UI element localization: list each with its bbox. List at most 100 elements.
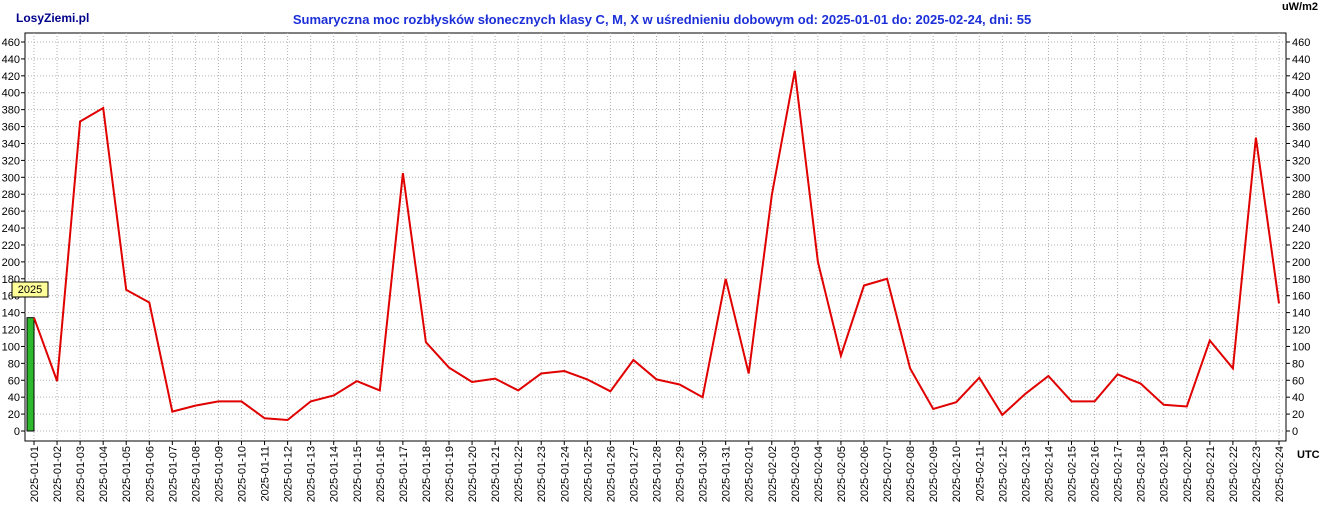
data-point[interactable] [769, 193, 774, 198]
x-tick-label: 2025-02-07 [882, 446, 894, 502]
data-point[interactable] [1023, 391, 1028, 396]
data-point[interactable] [470, 379, 475, 384]
x-tick-label: 2025-01-18 [421, 446, 433, 502]
data-point[interactable] [423, 340, 428, 345]
data-point[interactable] [170, 409, 175, 414]
data-point[interactable] [608, 389, 613, 394]
x-tick-label: 2025-01-29 [675, 446, 687, 502]
data-point[interactable] [815, 259, 820, 264]
x-tick-label: 2025-01-03 [75, 446, 87, 502]
data-point[interactable] [1161, 402, 1166, 407]
data-point[interactable] [239, 399, 244, 404]
x-tick-label: 2025-01-30 [698, 446, 710, 502]
data-point[interactable] [746, 371, 751, 376]
y-tick-label-left: 380 [2, 105, 20, 117]
data-point[interactable] [862, 283, 867, 288]
data-point[interactable] [1207, 338, 1212, 343]
y-tick-label-right: 80 [1292, 358, 1304, 370]
x-tick-label: 2025-02-23 [1251, 446, 1263, 502]
y-tick-label-left: 40 [8, 392, 20, 404]
data-point[interactable] [631, 357, 636, 362]
data-point[interactable] [677, 382, 682, 387]
data-point[interactable] [193, 403, 198, 408]
x-tick-label: 2025-01-11 [260, 446, 272, 501]
data-series-line [33, 70, 1280, 422]
data-point[interactable] [700, 395, 705, 400]
x-tick-label: 2025-02-24 [1274, 446, 1286, 502]
y-tick-label-right: 220 [1292, 240, 1310, 252]
y-tick-label-right: 180 [1292, 274, 1310, 286]
y-tick-label-right: 200 [1292, 257, 1310, 269]
y-tick-label-right: 0 [1292, 426, 1298, 438]
data-point[interactable] [1046, 374, 1051, 379]
brand-logo[interactable]: LosyZiemi.pl [16, 11, 90, 25]
x-tick-label: 2025-01-26 [605, 446, 617, 502]
data-point[interactable] [977, 375, 982, 380]
data-point[interactable] [147, 300, 152, 305]
y-tick-label-right: 120 [1292, 325, 1310, 337]
data-point[interactable] [262, 416, 267, 421]
y-tick-label-right: 260 [1292, 206, 1310, 218]
data-point[interactable] [539, 371, 544, 376]
x-tick-label: 2025-01-08 [190, 446, 202, 502]
data-point[interactable] [377, 388, 382, 393]
data-point[interactable] [447, 365, 452, 370]
y-tick-label-right: 240 [1292, 223, 1310, 235]
data-point[interactable] [931, 407, 936, 412]
x-tick-label: 2025-02-06 [859, 446, 871, 502]
data-point[interactable] [654, 377, 659, 382]
data-point[interactable] [101, 105, 106, 110]
data-point[interactable] [838, 353, 843, 358]
data-point[interactable] [32, 315, 37, 320]
x-tick-label: 2025-01-24 [559, 446, 571, 502]
data-point[interactable] [885, 276, 890, 281]
data-point[interactable] [1000, 412, 1005, 417]
data-point[interactable] [354, 379, 359, 384]
data-point[interactable] [562, 368, 567, 373]
data-point[interactable] [723, 276, 728, 281]
x-tick-label: 2025-02-04 [813, 446, 825, 502]
y-tick-label-left: 400 [2, 88, 20, 100]
data-point[interactable] [285, 418, 290, 423]
y-tick-label-left: 220 [2, 240, 20, 252]
year-badge [11, 281, 49, 298]
y-tick-label-left: 280 [2, 189, 20, 201]
data-point[interactable] [400, 171, 405, 176]
data-point[interactable] [792, 68, 797, 73]
x-tick-label: 2025-01-23 [536, 446, 548, 502]
data-point[interactable] [308, 399, 313, 404]
y-tick-label-right: 380 [1292, 105, 1310, 117]
data-point[interactable] [516, 388, 521, 393]
data-point[interactable] [1115, 372, 1120, 377]
data-point[interactable] [1092, 399, 1097, 404]
data-point[interactable] [1138, 381, 1143, 386]
y-tick-label-left: 60 [8, 375, 20, 387]
x-tick-label: 2025-01-31 [721, 446, 733, 502]
data-point[interactable] [124, 287, 129, 292]
data-point[interactable] [78, 119, 83, 124]
x-tick-label: 2025-01-09 [213, 446, 225, 502]
data-point[interactable] [1230, 366, 1235, 371]
data-point[interactable] [493, 376, 498, 381]
x-tick-label: 2025-02-17 [1113, 446, 1125, 502]
data-point[interactable] [1184, 404, 1189, 409]
y-tick-label-right: 420 [1292, 71, 1310, 83]
y-tick-label-left: 200 [2, 257, 20, 269]
data-point[interactable] [331, 393, 336, 398]
x-tick-label: 2025-02-13 [1020, 446, 1032, 502]
x-tick-label: 2025-01-21 [490, 446, 502, 502]
data-point[interactable] [216, 399, 221, 404]
data-point[interactable] [1277, 301, 1282, 306]
y-tick-label-right: 460 [1292, 37, 1310, 49]
y-tick-label-left: 440 [2, 54, 20, 66]
data-point[interactable] [1253, 135, 1258, 140]
y-tick-label-left: 360 [2, 122, 20, 134]
y-tick-label-left: 300 [2, 172, 20, 184]
data-point[interactable] [954, 400, 959, 405]
data-point[interactable] [1069, 399, 1074, 404]
data-point[interactable] [55, 379, 60, 384]
data-point[interactable] [908, 366, 913, 371]
data-point[interactable] [585, 377, 590, 382]
